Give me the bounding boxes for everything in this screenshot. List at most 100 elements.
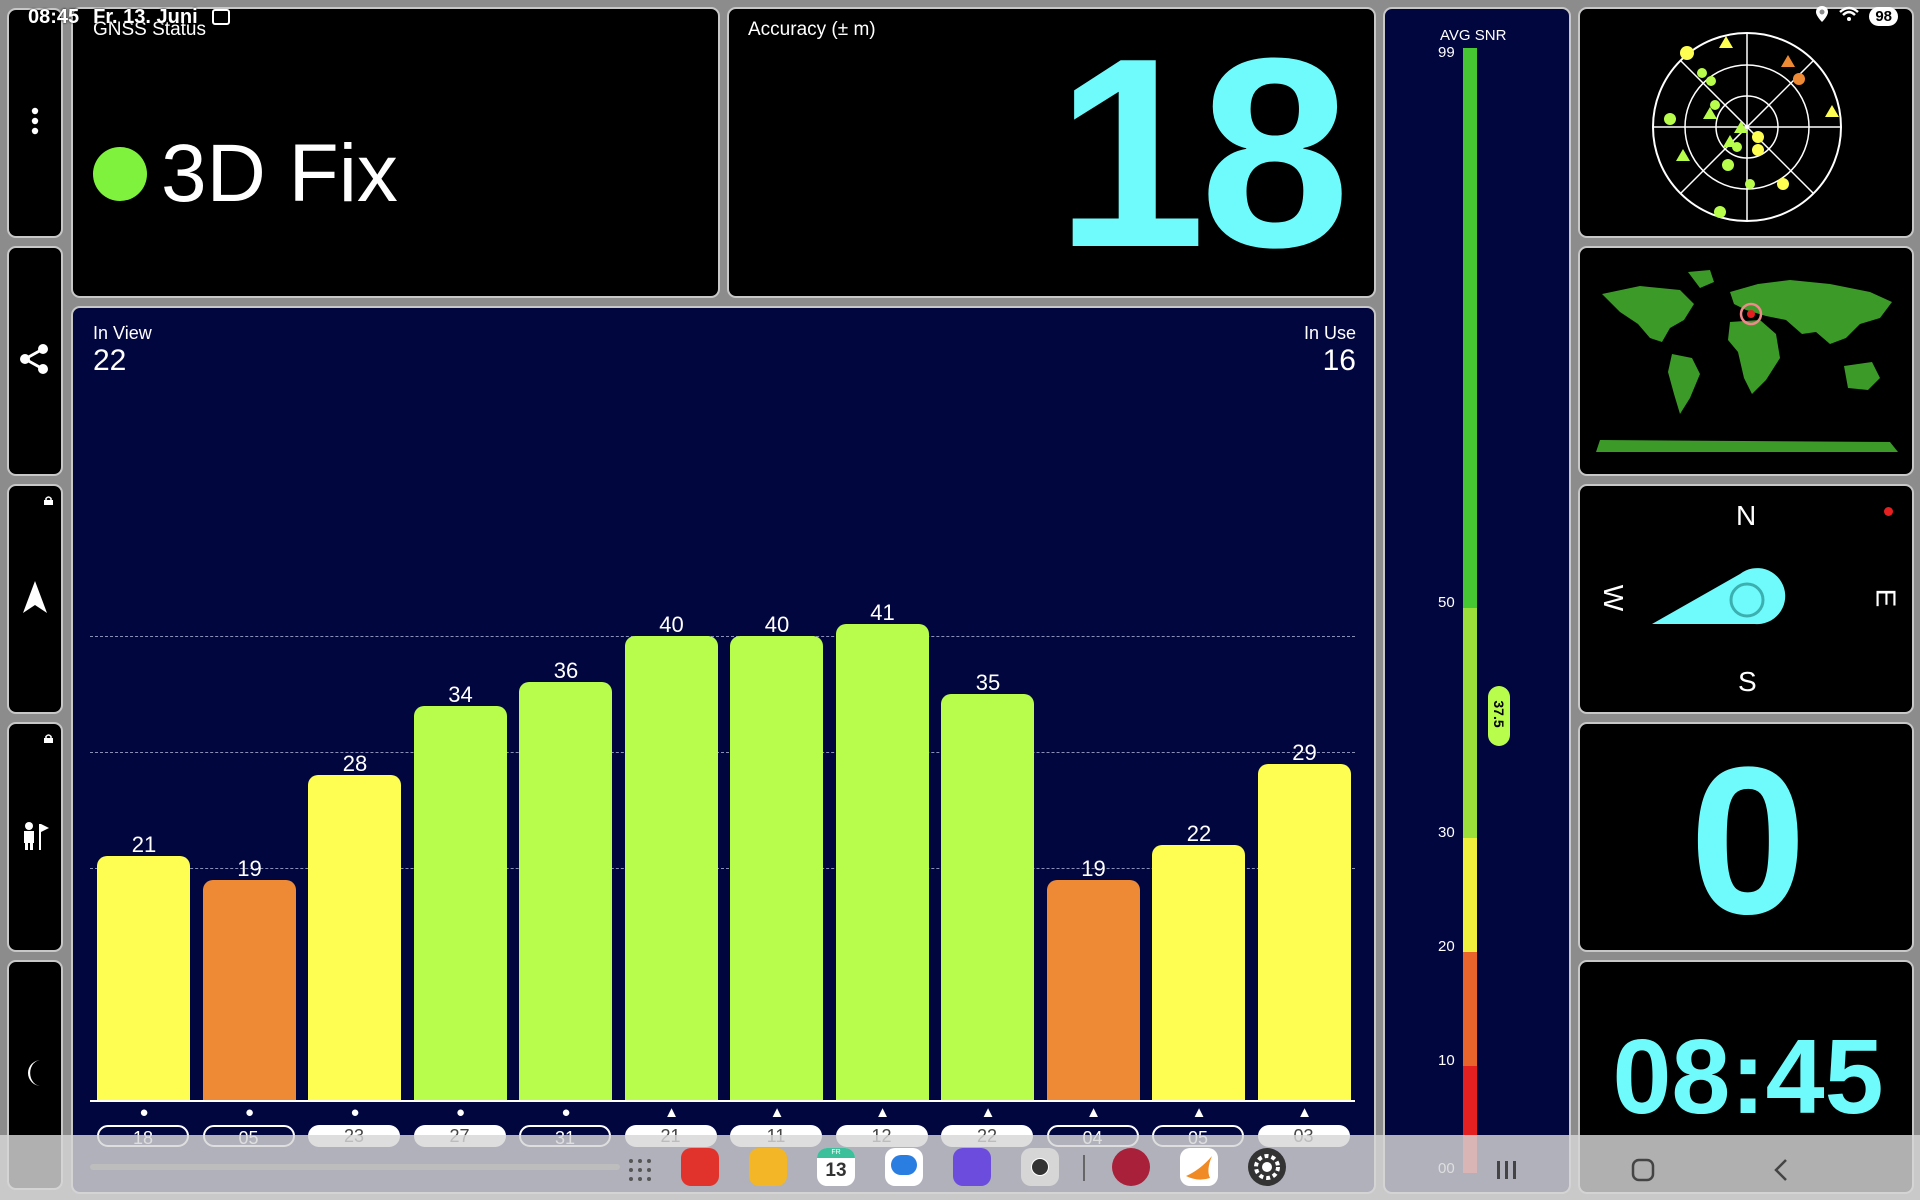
galileo-marker-icon: ▲	[1297, 1104, 1312, 1121]
accuracy-title: Accuracy (± m)	[748, 19, 876, 40]
more-vert-icon	[30, 106, 40, 141]
more-menu-button[interactable]	[7, 8, 63, 238]
snr-average-marker: 37.5	[1488, 686, 1510, 746]
share-button[interactable]	[7, 246, 63, 476]
location-pin-icon	[1815, 5, 1829, 28]
fix-status-text: 3D Fix	[161, 128, 398, 219]
snr-bar	[1046, 879, 1140, 1100]
in-use-count: 16	[1322, 344, 1356, 377]
dock-divider	[1083, 1155, 1085, 1181]
sky-plot-panel[interactable]	[1578, 7, 1914, 238]
swift-app-icon[interactable]	[1180, 1148, 1218, 1186]
status-date: Fr. 13. Juni	[93, 5, 198, 28]
fix-status-dot	[93, 147, 147, 201]
clock-value: 08:45	[1612, 1018, 1884, 1136]
battery-indicator: 98	[1869, 7, 1898, 26]
gridline	[90, 636, 1355, 637]
chart-baseline	[90, 1100, 1355, 1102]
avg-snr-panel: AVG SNR	[1383, 7, 1571, 1194]
galileo-marker-icon: ▲	[980, 1104, 996, 1121]
compass-north: N	[1736, 500, 1757, 531]
snr-bar-value: 19	[1081, 855, 1106, 881]
in-view-count: 22	[93, 344, 127, 377]
snr-tick-30: 30	[1438, 824, 1455, 841]
snr-bar	[730, 636, 823, 1100]
snr-bar-value: 29	[1292, 739, 1317, 765]
snr-bar-value: 35	[975, 670, 1001, 695]
galileo-marker-icon: ▲	[875, 1104, 890, 1121]
snr-title: AVG SNR	[1440, 27, 1507, 44]
browser-app-icon[interactable]	[953, 1148, 991, 1186]
status-bar: 08:45 Fr. 13. Juni	[28, 4, 230, 30]
snr-bar	[519, 682, 612, 1100]
galileo-marker-icon: ▲	[1191, 1104, 1207, 1121]
snr-segment-mid	[1463, 838, 1477, 952]
accuracy-value: 18	[1055, 7, 1350, 298]
snr-bar	[1257, 763, 1351, 1100]
snr-bar-value: 28	[342, 751, 368, 777]
snr-tick-50: 50	[1438, 594, 1455, 611]
snr-bar	[97, 856, 190, 1100]
calendar-weekday: FR	[817, 1148, 855, 1158]
messages-app-icon[interactable]	[885, 1148, 923, 1186]
settings-app-icon[interactable]	[1248, 1148, 1286, 1186]
world-map-panel[interactable]	[1578, 246, 1914, 476]
calendar-day: 13	[825, 1160, 847, 1181]
speed-panel: 0	[1578, 722, 1914, 952]
speed-value: 0	[1689, 723, 1807, 952]
snr-tick-10: 10	[1438, 1052, 1455, 1069]
notes-app-icon[interactable]	[681, 1148, 719, 1186]
status-time: 08:45	[28, 5, 80, 28]
snr-segment-low	[1463, 952, 1477, 1066]
navigate-button[interactable]	[7, 484, 63, 714]
gps-marker-icon: ●	[139, 1104, 149, 1121]
compass-panel[interactable]: N S W E	[1578, 484, 1914, 714]
snr-bar-value: 36	[553, 658, 579, 684]
screenshot-icon	[211, 9, 230, 25]
galileo-marker-icon: ▲	[664, 1104, 679, 1121]
in-use-label: In Use	[1303, 323, 1356, 343]
waypoint-button[interactable]	[7, 722, 63, 952]
person-flag-icon	[20, 820, 50, 855]
snr-bar-value: 19	[237, 855, 262, 881]
compass-indicator-dot	[1884, 507, 1893, 516]
app-drawer-icon[interactable]	[628, 1158, 652, 1187]
snr-bar-value: 40	[659, 612, 684, 637]
snr-bar	[941, 694, 1034, 1100]
accuracy-panel: Accuracy (± m) 18	[727, 7, 1376, 298]
sky-plot	[1652, 32, 1842, 222]
recent-apps-button[interactable]	[1496, 1160, 1518, 1185]
calendar-app-icon[interactable]: FR 13	[817, 1148, 855, 1186]
back-button[interactable]	[1773, 1158, 1789, 1187]
snr-bar-value: 21	[131, 832, 157, 858]
gridline	[90, 752, 1355, 753]
snr-average-value: 37.5	[1491, 700, 1507, 728]
status-icons: 98	[1815, 5, 1898, 28]
snr-bar	[308, 775, 401, 1100]
galileo-marker-icon: ▲	[1086, 1104, 1101, 1121]
lock-icon	[44, 492, 53, 505]
home-button[interactable]	[1631, 1158, 1655, 1187]
files-app-icon[interactable]	[749, 1148, 787, 1186]
gps-marker-icon: ●	[455, 1104, 466, 1121]
snr-bar-value: 34	[448, 681, 473, 707]
snr-segment-mid-high	[1463, 608, 1477, 838]
snr-bar-value: 22	[1186, 820, 1212, 846]
lock-icon	[44, 730, 53, 743]
galileo-marker-icon: ▲	[769, 1104, 785, 1121]
snr-bar	[413, 705, 507, 1100]
gnss-status-panel: GNSS Status 3D Fix	[71, 7, 720, 298]
dock-handle	[90, 1164, 620, 1170]
gps-marker-icon: ●	[350, 1104, 360, 1121]
camera-app-icon[interactable]	[1021, 1148, 1059, 1186]
game-app-icon[interactable]	[1112, 1148, 1150, 1186]
snr-bar-value: 40	[764, 612, 790, 637]
snr-tick-99: 99	[1438, 44, 1455, 61]
snr-bar	[1152, 844, 1245, 1100]
snr-bar	[624, 636, 718, 1100]
gnss-status-title: GNSS Status	[93, 19, 206, 40]
snr-segment-high	[1463, 48, 1477, 608]
moon-icon	[23, 1058, 47, 1093]
snr-bar	[835, 624, 929, 1100]
gps-marker-icon: ●	[561, 1104, 571, 1121]
